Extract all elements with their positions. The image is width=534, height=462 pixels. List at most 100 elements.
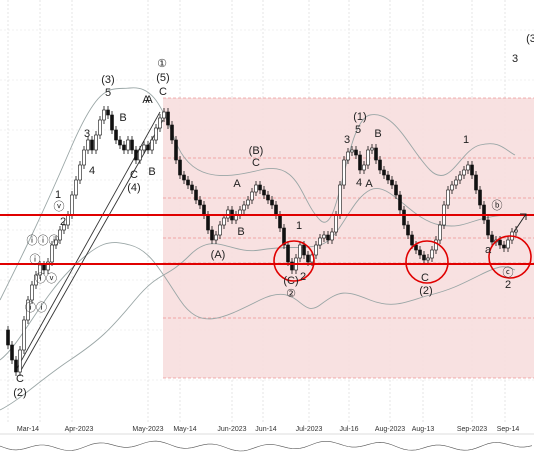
candle-body <box>322 234 326 239</box>
wave-label: A <box>142 94 150 106</box>
candle-body <box>394 184 398 196</box>
candle-body <box>130 139 134 151</box>
x-tick-label: May-2023 <box>132 426 163 433</box>
wave-label: (B) <box>249 145 264 157</box>
candle-body <box>370 147 374 151</box>
wave-label: 3 <box>84 128 90 140</box>
candle-body <box>290 261 294 271</box>
candle-body <box>286 244 290 263</box>
candle-body <box>94 134 98 151</box>
wave-label: ⓘ <box>30 253 41 266</box>
candle-body <box>158 117 162 129</box>
candle-body <box>66 214 70 226</box>
wave-label: 2 <box>60 216 66 228</box>
wave-label: C <box>16 373 24 385</box>
candle-body <box>22 319 26 351</box>
x-tick-label: Apr-2023 <box>65 426 94 433</box>
support-circle-2 <box>405 240 449 284</box>
x-tick-label: Jun-14 <box>255 426 277 433</box>
candle-body <box>62 224 66 231</box>
candle-body <box>142 144 146 151</box>
candle-body <box>34 274 38 286</box>
support-circle-1 <box>273 240 315 282</box>
candle-body <box>98 119 102 136</box>
wave-label: (2) <box>419 285 432 297</box>
candle-body <box>210 229 214 241</box>
candle-body <box>126 139 130 151</box>
candle-body <box>334 214 338 233</box>
candle-body <box>434 239 438 251</box>
wave-label: 2 <box>505 279 511 291</box>
candle-body <box>214 234 218 241</box>
candle-body <box>470 164 474 176</box>
candle-body <box>78 164 82 181</box>
wave-label: B <box>119 112 126 124</box>
wave-label: 1 <box>55 189 61 201</box>
wave-label: C <box>159 86 167 98</box>
candle-body <box>90 139 94 151</box>
candle-body <box>486 219 490 236</box>
candle-body <box>366 149 370 166</box>
trendline-2 <box>19 119 164 373</box>
x-tick-label: Jul-16 <box>339 426 358 433</box>
candle-body <box>398 194 402 211</box>
wave-label: B <box>237 226 244 238</box>
candle-body <box>50 244 54 263</box>
candle-body <box>110 114 114 131</box>
candle-body <box>154 127 158 141</box>
wave-label: A <box>145 94 153 106</box>
candle-body <box>118 139 122 146</box>
candle-body <box>350 149 354 153</box>
wave-label: C <box>252 157 260 169</box>
wave-label: (3) <box>101 74 114 86</box>
candle-body <box>490 234 494 243</box>
candle-body <box>354 149 358 156</box>
candle-body <box>150 139 154 151</box>
candle-body <box>382 169 386 176</box>
support-circle-3 <box>488 235 532 279</box>
candle-body <box>114 129 118 141</box>
x-tick-label: Jul-2023 <box>296 426 323 433</box>
candle-body <box>250 191 254 201</box>
wave-labels: (3)534BAC(4)B(5)CA①12ⓥⓘⓘⓘⓘⓘⓥⓘⓘC(2)(B)CAB… <box>13 33 534 399</box>
candle-body <box>326 234 330 241</box>
candle-body <box>70 194 74 216</box>
wave-label: B <box>148 166 155 178</box>
candle-body <box>390 179 394 186</box>
candle-body <box>282 227 286 246</box>
candle-body <box>462 169 466 176</box>
candle-body <box>478 189 482 206</box>
candle-body <box>14 359 18 373</box>
bollinger-line <box>0 242 516 361</box>
candle-body <box>54 239 58 246</box>
wave-label: C <box>130 169 138 181</box>
wave-label: ② <box>286 288 296 300</box>
wave-label: (C) <box>283 275 298 287</box>
wave-label: ⓘⓥ <box>35 272 57 285</box>
candle-body <box>166 111 170 126</box>
candle-body <box>186 179 190 186</box>
wave-label: ⓒ <box>503 266 514 279</box>
candles <box>6 106 518 376</box>
x-tick-label: Sep-14 <box>497 426 520 433</box>
wave-label: A <box>233 178 241 190</box>
candle-body <box>270 199 274 206</box>
candle-body <box>502 244 506 249</box>
candle-body <box>26 299 30 321</box>
x-axis-ticks: Mar-14 Apr-2023 May-2023 May-14 Jun-2023 Jun-… <box>17 426 519 433</box>
candle-body <box>506 239 510 249</box>
candle-body <box>162 111 166 119</box>
wave-label: 4 <box>356 177 362 189</box>
candle-body <box>146 144 150 151</box>
wave-label: ⓥ <box>54 200 65 213</box>
candle-body <box>342 159 346 186</box>
candle-body <box>454 179 458 186</box>
x-tick-label: Mar-14 <box>17 426 39 433</box>
candle-body <box>318 237 322 246</box>
candle-body <box>42 264 46 271</box>
candle-body <box>498 239 502 246</box>
candle-body <box>218 224 222 236</box>
candle-body <box>58 229 62 241</box>
wave-label: 3 <box>344 134 350 146</box>
